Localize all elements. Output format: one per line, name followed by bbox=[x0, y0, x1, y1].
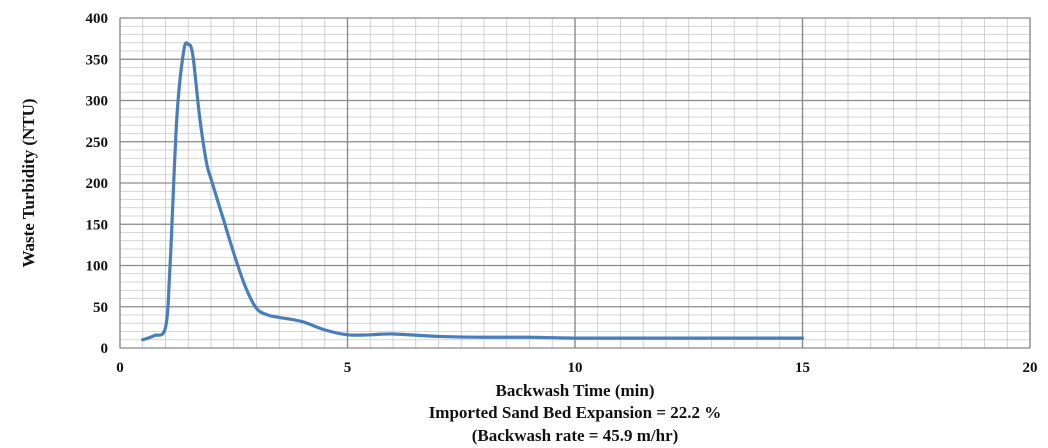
x-tick-label: 0 bbox=[116, 360, 124, 376]
y-tick-label: 400 bbox=[86, 11, 109, 27]
y-tick-label: 200 bbox=[86, 176, 109, 192]
y-tick-label: 50 bbox=[93, 300, 108, 316]
y-tick-label: 0 bbox=[101, 341, 109, 357]
series-line-turbidity bbox=[141, 41, 805, 342]
y-tick-label: 150 bbox=[86, 217, 109, 233]
x-tick-label: 10 bbox=[568, 360, 583, 376]
x-tick-label: 5 bbox=[344, 360, 352, 376]
plot-border bbox=[119, 17, 1031, 349]
x-axis-title: Backwash Time (min) bbox=[495, 381, 654, 400]
y-tick-label: 300 bbox=[86, 94, 109, 110]
y-tick-label: 350 bbox=[86, 52, 109, 68]
y-tick-label: 100 bbox=[86, 259, 109, 275]
caption-line-2: (Backwash rate = 45.9 m/hr) bbox=[472, 426, 679, 445]
y-axis-title: Waste Turbidity (NTU) bbox=[19, 98, 38, 267]
x-tick-label: 20 bbox=[1023, 360, 1038, 376]
caption-line-1: Imported Sand Bed Expansion = 22.2 % bbox=[429, 403, 722, 422]
x-tick-labels: 0 5 10 15 20 bbox=[116, 360, 1037, 376]
x-tick-label: 15 bbox=[795, 360, 810, 376]
y-tick-labels: 0 50 100 150 200 250 300 350 400 bbox=[86, 11, 109, 357]
y-tick-label: 250 bbox=[86, 135, 109, 151]
